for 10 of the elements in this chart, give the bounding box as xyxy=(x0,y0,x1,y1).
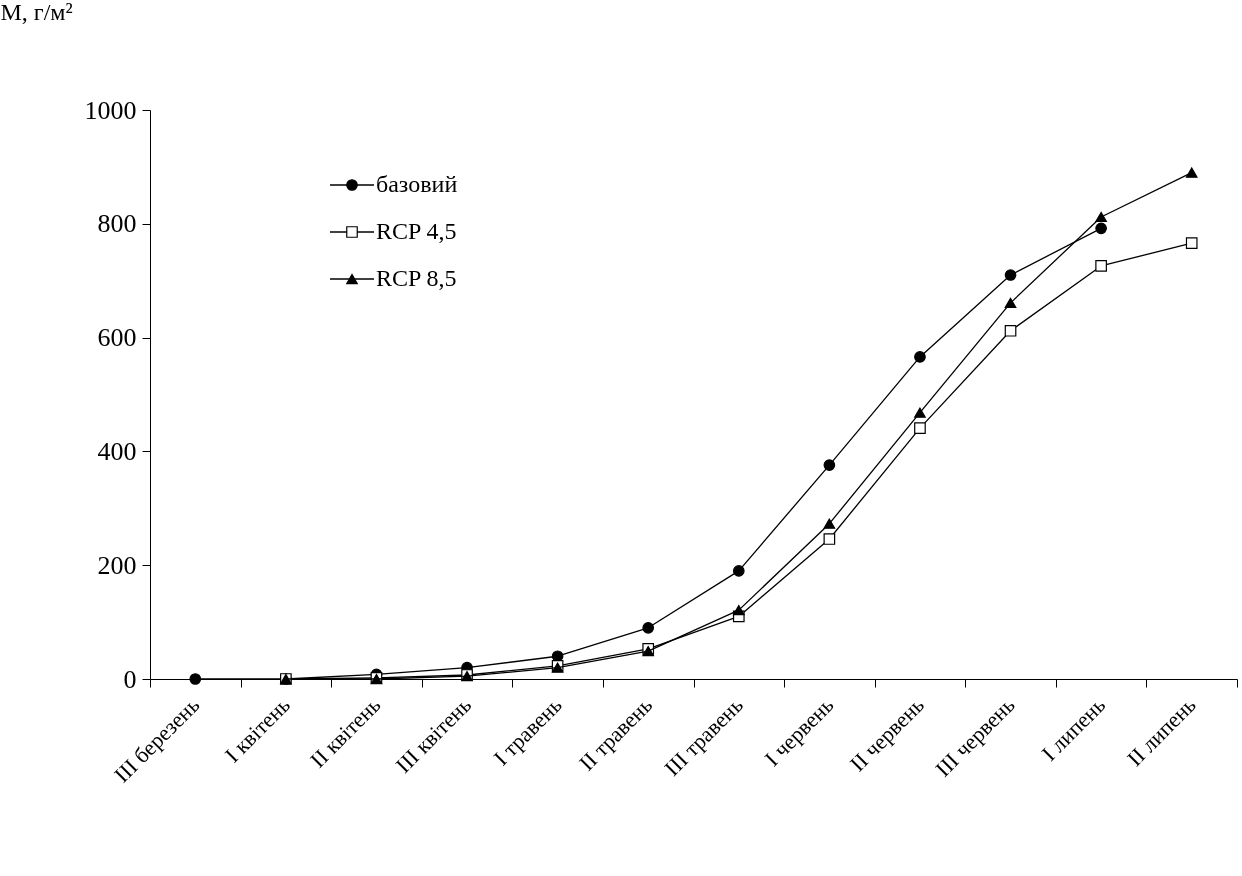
y-tick-label: 1000 xyxy=(84,95,137,125)
y-tick-label: 0 xyxy=(123,664,137,694)
y-tick-label: 600 xyxy=(97,323,137,353)
y-tick-label: 400 xyxy=(97,436,137,466)
y-tick-label: 800 xyxy=(97,209,137,239)
legend-label: RCP 8,5 xyxy=(376,265,457,291)
y-axis-title: M, г/м² xyxy=(0,0,73,25)
legend-label: RCP 4,5 xyxy=(376,218,457,244)
legend-label: базовий xyxy=(376,171,458,197)
y-tick-label: 200 xyxy=(97,550,137,580)
